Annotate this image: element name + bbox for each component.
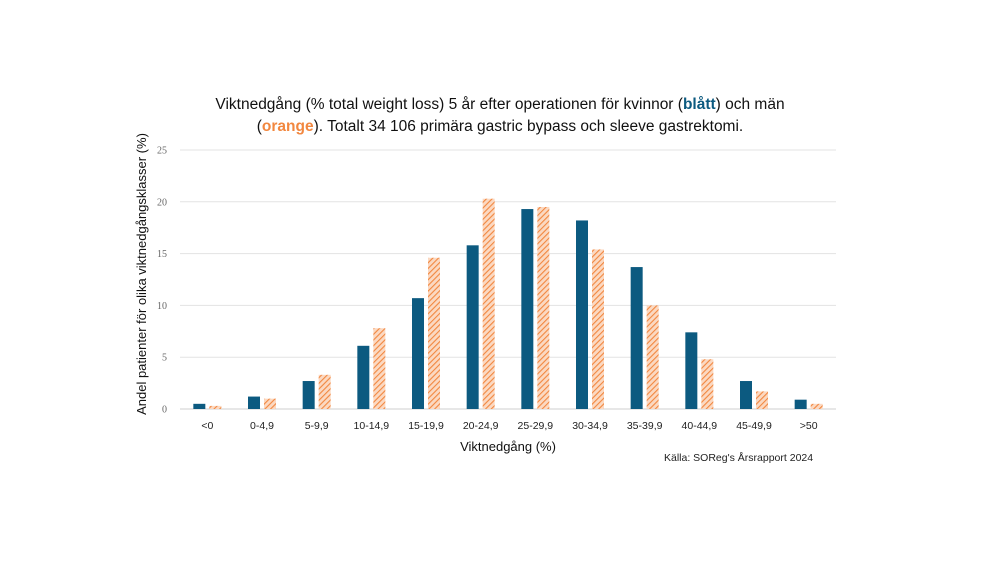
x-tick-label: <0 bbox=[201, 420, 213, 432]
bar-women bbox=[685, 332, 698, 409]
bar-women bbox=[740, 381, 752, 409]
bar-women bbox=[794, 399, 807, 409]
bar-women bbox=[412, 298, 424, 409]
bar-women bbox=[357, 345, 370, 409]
title-part4: ). Totalt 34 106 primära gastric bypass … bbox=[313, 118, 744, 135]
y-tick-label: 15 bbox=[157, 249, 167, 260]
x-tick-label: 40-44,9 bbox=[682, 420, 718, 432]
bar-women bbox=[193, 403, 206, 409]
y-tick-label: 0 bbox=[162, 405, 167, 416]
bar-men bbox=[428, 257, 440, 409]
x-tick-label: 0-4,9 bbox=[250, 420, 274, 432]
bar-men bbox=[209, 405, 222, 409]
chart-title: Viktnedgång (% total weight loss) 5 år e… bbox=[150, 94, 850, 138]
x-axis-ticks: <0 0-4,9 5-9,9 10-14,9 15-19,9 20-24,9 25-29,9… bbox=[201, 420, 817, 432]
bar-women bbox=[302, 381, 315, 409]
x-tick-label: 10-14,9 bbox=[354, 420, 390, 432]
bar-women bbox=[630, 267, 643, 409]
source-note: Källa: SOReg's Årsrapport 2024 bbox=[664, 452, 814, 464]
gridlines bbox=[180, 149, 836, 410]
x-axis-label: Viktnedgång (%) bbox=[460, 439, 556, 454]
bar-men bbox=[264, 398, 276, 409]
y-tick-label: 25 bbox=[157, 146, 167, 157]
title-part1: Viktnedgång (% total weight loss) 5 år e… bbox=[215, 96, 683, 113]
x-tick-label: 30-34,9 bbox=[572, 420, 608, 432]
bar-women bbox=[521, 209, 534, 409]
bar-men bbox=[756, 391, 768, 409]
title-part3: ( bbox=[256, 118, 262, 135]
bar-men bbox=[646, 305, 659, 409]
bar-men bbox=[373, 328, 386, 409]
x-tick-label: 20-24,9 bbox=[463, 420, 499, 432]
y-tick-label: 20 bbox=[157, 197, 167, 208]
title-orange-word: orange bbox=[261, 118, 314, 135]
y-axis-label: Andel patienter för olika viktnedgångskl… bbox=[134, 133, 149, 415]
bar-men bbox=[701, 359, 714, 409]
bars bbox=[193, 198, 823, 409]
bar-women bbox=[466, 245, 479, 409]
bar-men bbox=[318, 374, 331, 409]
bar-men bbox=[482, 198, 495, 409]
bar-women bbox=[576, 220, 588, 409]
bar-men bbox=[537, 206, 550, 409]
bar-men bbox=[592, 249, 604, 409]
y-tick-label: 5 bbox=[162, 353, 167, 364]
x-tick-label: 25-29,9 bbox=[518, 420, 554, 432]
y-tick-label: 10 bbox=[157, 301, 167, 312]
bar-women bbox=[248, 396, 260, 409]
bar-men bbox=[810, 403, 823, 409]
x-tick-label: 5-9,9 bbox=[305, 420, 329, 432]
x-tick-label: 35-39,9 bbox=[627, 420, 663, 432]
x-tick-label: 45-49,9 bbox=[736, 420, 772, 432]
title-blue-word: blått bbox=[682, 96, 716, 113]
x-tick-label: 15-19,9 bbox=[408, 420, 444, 432]
x-tick-label: >50 bbox=[800, 420, 818, 432]
y-axis-ticks: 0 5 10 15 20 25 bbox=[157, 146, 167, 416]
title-part2: ) och män bbox=[715, 96, 785, 113]
